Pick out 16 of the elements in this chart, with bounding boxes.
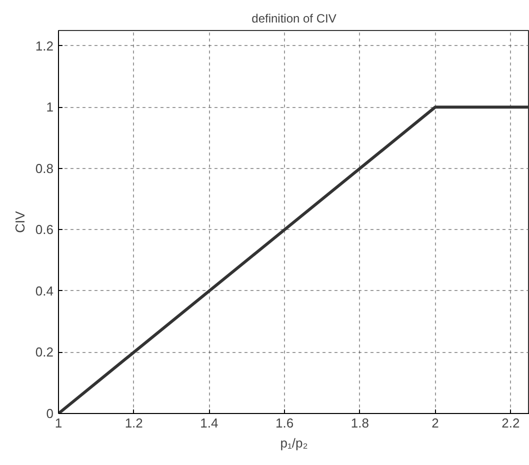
y-tick-label: 0.6 — [35, 222, 54, 238]
y-tick-label: 0.2 — [35, 344, 54, 360]
y-tick-label: 0 — [46, 406, 54, 421]
y-axis-title: CIV — [12, 210, 28, 233]
chart-title: definition of CIV — [252, 12, 336, 26]
y-tick-label: 1.2 — [35, 38, 54, 54]
y-tick-label: 1 — [46, 100, 54, 115]
x-tick-label: 1.8 — [350, 416, 369, 430]
x-tick-label: 2.2 — [502, 416, 520, 430]
x-tick-label: 1.2 — [124, 416, 143, 430]
y-tick-label: 0.8 — [35, 160, 54, 176]
x-tick-label: 1.4 — [200, 416, 218, 430]
x-tick-label: 2 — [432, 416, 439, 430]
x-tick-label: 1.6 — [276, 416, 294, 430]
x-axis-title: p₁/p₂ — [280, 436, 308, 450]
y-tick-label: 0.4 — [35, 283, 54, 298]
